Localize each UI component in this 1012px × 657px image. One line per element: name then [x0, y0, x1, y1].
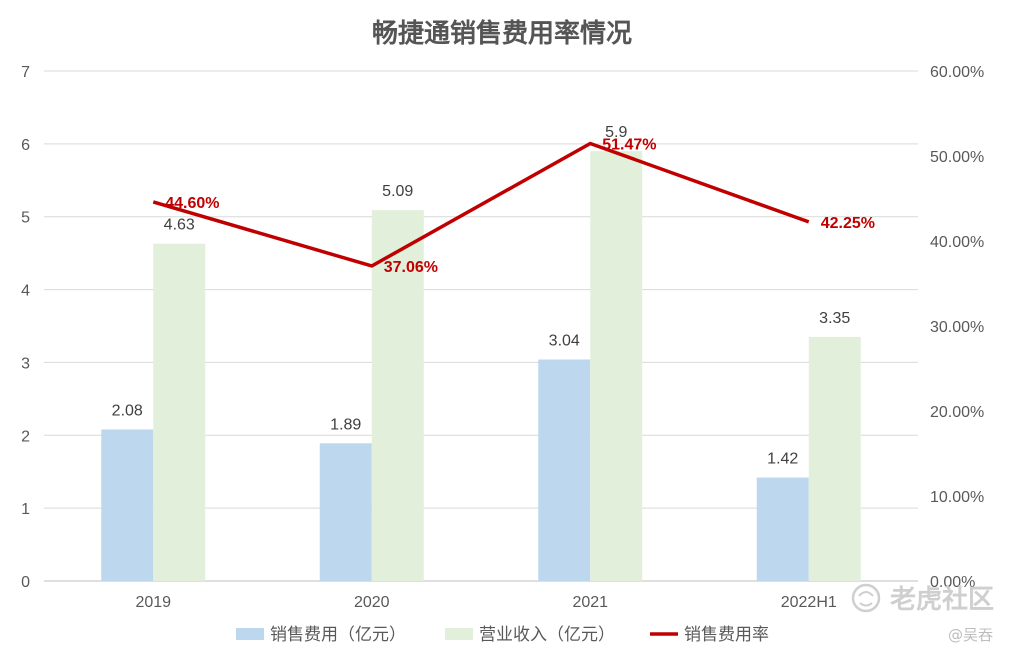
y-right-tick-label: 30.00% — [930, 319, 984, 336]
x-tick-label: 2022H1 — [781, 594, 837, 611]
y-left-tick-label: 2 — [21, 428, 30, 445]
bar-sales-expense — [101, 429, 154, 581]
watermark-brand: 老虎社区 — [890, 584, 994, 615]
legend-swatch — [445, 628, 473, 640]
label-sales-expense: 3.04 — [549, 333, 580, 350]
label-rate: 37.06% — [384, 259, 438, 276]
x-tick-label: 2021 — [572, 594, 608, 611]
y-left-tick-label: 1 — [21, 501, 30, 518]
y-right-tick-label: 20.00% — [930, 404, 984, 421]
bar-revenue — [153, 243, 206, 581]
label-revenue: 3.35 — [819, 310, 850, 327]
watermark-author: @吴吞 — [948, 626, 993, 644]
y-left-tick-label: 7 — [21, 64, 30, 81]
legend-label: 营业收入（亿元） — [479, 625, 615, 645]
chart-title: 畅捷通销售费用率情况 — [372, 18, 632, 49]
y-right-tick-label: 10.00% — [930, 489, 984, 506]
y-right-tick-label: 50.00% — [930, 149, 984, 166]
bar-revenue — [590, 151, 643, 581]
label-revenue: 5.9 — [605, 124, 627, 141]
label-sales-expense: 1.42 — [767, 451, 798, 468]
y-right-tick-label: 40.00% — [930, 234, 984, 251]
data-labels: 2.08 4.63 1.89 5.09 3.04 5.9 1.42 3.35 44.60% 37.… — [112, 124, 875, 467]
y-left-tick-label: 3 — [21, 355, 30, 372]
x-tick-label: 2019 — [135, 594, 171, 611]
left-axis: 0 1 2 3 4 5 6 7 — [21, 64, 30, 591]
label-rate: 42.25% — [821, 215, 875, 232]
bar-sales-expense — [319, 443, 372, 581]
rate-series-line — [152, 141, 810, 268]
bars — [101, 151, 861, 581]
legend-swatch — [236, 628, 264, 640]
label-rate: 51.47% — [602, 137, 656, 154]
tiger-logo-icon — [851, 583, 881, 613]
right-axis: 0.00% 10.00% 20.00% 30.00% 40.00% 50.00% 60.00… — [930, 64, 984, 591]
bar-sales-expense — [538, 359, 591, 581]
y-right-tick-label: 0.00% — [930, 574, 975, 591]
y-left-tick-label: 6 — [21, 137, 30, 154]
x-axis: 2019 2020 2021 2022H1 — [135, 594, 836, 611]
watermark: 老虎社区 @吴吞 — [851, 583, 994, 644]
y-left-tick-label: 5 — [21, 210, 30, 227]
y-left-tick-label: 0 — [21, 574, 30, 591]
legend: 销售费用（亿元） 营业收入（亿元） 销售费用率 — [236, 625, 769, 645]
bar-revenue — [808, 336, 861, 581]
label-sales-expense: 2.08 — [112, 402, 143, 419]
legend-label: 销售费用（亿元） — [270, 625, 406, 645]
y-right-tick-label: 60.00% — [930, 64, 984, 81]
label-sales-expense: 1.89 — [330, 416, 361, 433]
label-revenue: 4.63 — [164, 217, 195, 234]
bar-revenue — [371, 210, 424, 581]
legend-label: 销售费用率 — [684, 625, 769, 645]
rate-line — [152, 141, 810, 268]
bar-sales-expense — [756, 477, 809, 581]
label-revenue: 5.09 — [382, 183, 413, 200]
y-left-tick-label: 4 — [21, 283, 30, 300]
label-rate: 44.60% — [165, 195, 219, 212]
x-tick-label: 2020 — [354, 594, 390, 611]
